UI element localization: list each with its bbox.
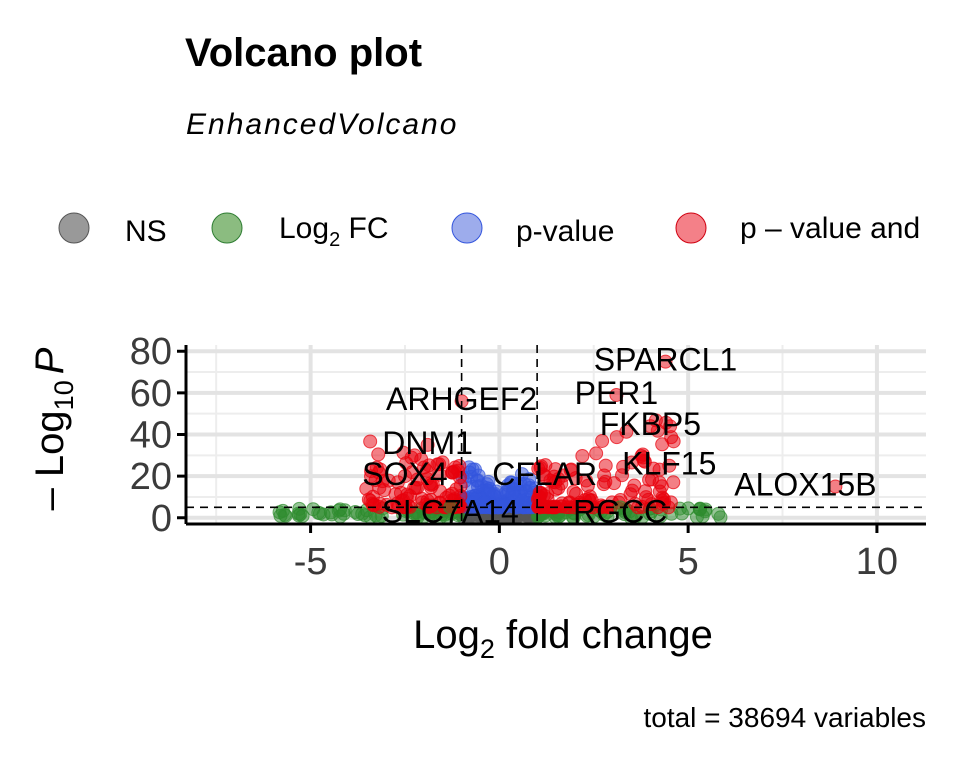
point-both	[623, 487, 638, 502]
point-both	[597, 468, 612, 483]
point-both	[662, 458, 677, 473]
y-tick-label: 60	[130, 373, 172, 415]
point-both	[364, 469, 379, 484]
point-both	[537, 469, 552, 484]
point-both	[635, 450, 650, 465]
gene-label: ARHGEF2	[386, 381, 537, 417]
y-tick-label: 0	[151, 498, 172, 540]
point-both	[421, 499, 436, 514]
point-both	[396, 445, 411, 460]
gene-label: ALOX15B	[734, 467, 876, 503]
y-tick-label: 40	[130, 415, 172, 457]
gene-label: SPARCL1	[594, 342, 737, 378]
point-both	[407, 480, 422, 495]
point-both	[643, 419, 658, 434]
gene-label: PER1	[575, 375, 659, 411]
legend-label-pvalue-and-fc: p – value and	[740, 212, 920, 245]
point-fc	[355, 506, 370, 521]
gene-label: KLF15	[622, 446, 716, 482]
point-both	[609, 430, 624, 445]
x-tick-label: 0	[489, 541, 510, 583]
point-both	[655, 437, 670, 452]
point-fc	[713, 510, 728, 525]
gene-label: SOX4	[362, 456, 447, 492]
point-both	[666, 475, 681, 490]
point-p	[521, 478, 536, 493]
legend-key-pvalue	[451, 212, 483, 244]
legend-key-log2fc	[211, 212, 243, 244]
point-both	[367, 497, 382, 512]
point-fc	[333, 502, 348, 517]
x-tick-label: 5	[678, 541, 699, 583]
point-both	[595, 433, 610, 448]
point-both	[566, 484, 581, 499]
point-both	[435, 455, 450, 470]
point-p	[484, 498, 499, 513]
x-axis-title: Log2 fold change	[413, 613, 713, 664]
legend-key-ns	[58, 212, 90, 244]
y-axis-title: – Log10P	[28, 347, 79, 510]
y-tick-label: 20	[130, 456, 172, 498]
chart-title: Volcano plot	[185, 31, 422, 75]
point-both	[609, 387, 624, 402]
point-both	[575, 448, 590, 463]
legend-key-pvalue-and-fc	[675, 212, 707, 244]
gene-label: DNM1	[382, 425, 473, 461]
point-both	[658, 354, 673, 369]
point-fc	[306, 502, 321, 517]
point-both	[828, 479, 843, 494]
point-both	[416, 460, 431, 475]
x-tick-label: -5	[294, 541, 328, 583]
gene-label: SLC7A14	[382, 493, 519, 529]
point-both	[420, 437, 435, 452]
cutoff-lines	[186, 345, 926, 524]
point-both	[532, 489, 547, 504]
gene-label: RGCC	[573, 493, 667, 529]
point-fc	[273, 508, 288, 523]
point-fc	[295, 508, 310, 523]
legend: NS Log2 FC p-value p – value and	[58, 212, 920, 251]
point-both	[658, 415, 673, 430]
point-both	[363, 434, 378, 449]
point-both	[444, 465, 459, 480]
point-both	[445, 486, 460, 501]
point-both	[422, 476, 437, 491]
gene-label: FKBP5	[600, 406, 701, 442]
point-both	[377, 483, 392, 498]
x-tick-label: 10	[856, 541, 898, 583]
point-both	[401, 498, 416, 513]
point-both	[576, 499, 591, 514]
caption: total = 38694 variables	[643, 702, 926, 733]
point-both	[397, 469, 412, 484]
point-p	[470, 479, 485, 494]
legend-label-ns: NS	[125, 215, 167, 248]
point-fc	[695, 509, 710, 524]
point-both	[589, 446, 604, 461]
legend-label-log2fc: Log2 FC	[279, 212, 389, 251]
gene-label: CFLAR	[492, 456, 597, 492]
legend-label-pvalue: p-value	[516, 215, 614, 248]
chart-subtitle: EnhancedVolcano	[186, 108, 458, 141]
y-tick-label: 80	[130, 331, 172, 373]
